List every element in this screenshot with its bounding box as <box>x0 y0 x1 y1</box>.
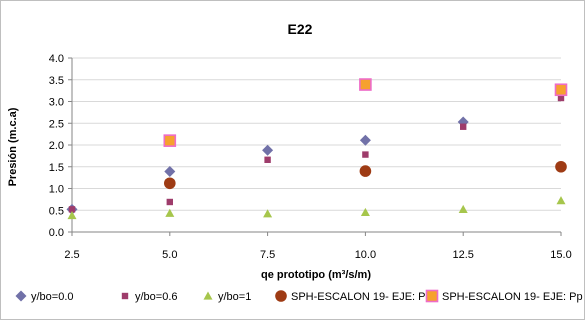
y-tick-label: 2.5 <box>49 118 64 130</box>
series-4 <box>164 160 567 190</box>
data-point <box>164 177 176 190</box>
chart-title: E22 <box>288 21 313 37</box>
y-axis-title: Presión (m.c.a) <box>7 107 19 186</box>
y-tick-label: 2.0 <box>49 140 64 152</box>
x-axis-title: qe prototipo (m³/s/m) <box>261 269 371 281</box>
data-point <box>556 196 566 205</box>
legend-item: y/bo=1 <box>203 291 251 303</box>
legend-marker <box>425 289 439 303</box>
data-point <box>264 156 271 163</box>
data-point <box>555 160 567 173</box>
y-axis-ticks: 0.0 0.5 1.0 1.5 2.0 2.5 3.0 3.5 4.0 <box>49 53 72 239</box>
legend-label: y/bo=1 <box>218 291 251 303</box>
y-tick-label: 1.5 <box>49 162 64 174</box>
data-point <box>166 198 173 206</box>
legend-item: SPH-ESCALON 19- EJE: Pp <box>425 289 583 303</box>
data-point <box>68 206 76 213</box>
data-point <box>460 123 467 130</box>
x-tick-label: 15.0 <box>550 249 571 261</box>
legend-label: y/bo=0.6 <box>135 291 178 303</box>
legend-item: SPH-ESCALON 19- EJE: Ps <box>275 290 431 303</box>
data-point <box>359 78 372 91</box>
data-point <box>554 83 568 97</box>
data-point <box>67 210 77 220</box>
data-point <box>557 94 565 102</box>
y-tick-label: 0.0 <box>49 227 64 239</box>
legend-label: y/bo=0.0 <box>31 291 74 303</box>
series-5 <box>163 78 568 147</box>
y-tick-label: 3.0 <box>49 97 64 109</box>
data-point <box>263 209 273 218</box>
series-1 <box>66 85 567 215</box>
data-point <box>262 144 274 156</box>
data-points <box>66 78 568 220</box>
x-tick-label: 2.5 <box>64 249 79 261</box>
x-tick-label: 7.5 <box>260 249 275 261</box>
x-axis-ticks: 2.5 5.0 7.5 10.0 12.5 15.0 <box>64 232 572 261</box>
legend-label: SPH-ESCALON 19- EJE: Pp <box>442 291 583 303</box>
x-tick-label: 5.0 <box>162 249 177 261</box>
data-point <box>360 207 370 217</box>
data-point <box>362 151 369 158</box>
y-tick-label: 3.5 <box>49 75 64 87</box>
legend-marker <box>275 290 287 302</box>
data-point <box>163 134 177 147</box>
legend-marker <box>121 292 129 300</box>
legend: y/bo=0.0 y/bo=0.6 y/bo=1 SPH-ESCALON 19- EJ… <box>15 289 583 303</box>
data-point <box>359 165 372 177</box>
y-tick-label: 1.0 <box>49 184 64 196</box>
y-tick-label: 4.0 <box>49 53 64 65</box>
series-2 <box>68 94 565 213</box>
data-point <box>165 208 175 217</box>
x-tick-label: 10.0 <box>355 249 376 261</box>
data-point <box>164 166 176 178</box>
legend-marker <box>15 290 27 302</box>
legend-label: SPH-ESCALON 19- EJE: Ps <box>291 291 431 303</box>
grid-lines <box>72 57 561 211</box>
legend-marker <box>203 291 213 300</box>
data-point <box>458 204 468 213</box>
x-tick-label: 12.5 <box>452 249 473 261</box>
data-point <box>359 134 371 146</box>
y-tick-label: 0.5 <box>49 205 64 217</box>
legend-item: y/bo=0.0 <box>15 290 74 303</box>
legend-item: y/bo=0.6 <box>121 291 178 303</box>
series-3 <box>67 196 566 220</box>
